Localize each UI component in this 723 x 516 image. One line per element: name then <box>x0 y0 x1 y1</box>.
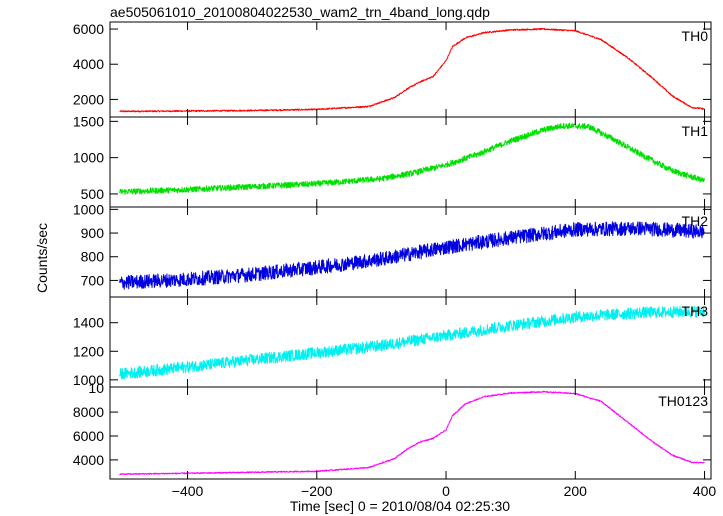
y-tick-label: 1500 <box>73 113 104 129</box>
band-label-th2: TH2 <box>682 213 709 229</box>
x-tick-label: −400 <box>172 483 204 499</box>
y-tick-label: 8000 <box>73 404 104 420</box>
x-tick-label: 0 <box>442 483 450 499</box>
panel-th1: 500 1000 1500 TH1 <box>73 113 712 208</box>
y-tick-label: 10 <box>88 380 104 396</box>
y-tick-label: 700 <box>81 272 105 288</box>
y-tick-label: 1400 <box>73 315 104 331</box>
panel-frame <box>109 116 712 208</box>
y-tick-label: 1000 <box>73 201 104 217</box>
panel-frame <box>109 386 712 480</box>
panel-th3: 1000 1200 1400 TH3 <box>73 296 712 388</box>
y-tick-label: 4000 <box>73 452 104 468</box>
y-tick-label: 800 <box>81 249 105 265</box>
y-tick-label: 2000 <box>73 91 104 107</box>
x-axis: −400 −200 0 200 400 <box>172 483 717 499</box>
x-tick-label: 400 <box>693 483 717 499</box>
panel-th0: 2000 4000 6000 TH0 <box>73 21 712 118</box>
x-axis-label: Time [sec] 0 = 2010/08/04 02:25:30 <box>290 498 510 514</box>
panel-th0123: 4000 6000 8000 10 TH0123 <box>73 380 712 480</box>
y-tick-label: 1000 <box>73 372 104 388</box>
band-label-th0123: TH0123 <box>658 393 708 409</box>
x-tick-label: −200 <box>301 483 333 499</box>
x-tick-label: 200 <box>564 483 588 499</box>
band-label-th3: TH3 <box>682 303 709 319</box>
series-line-th1 <box>119 122 705 195</box>
series-line-th2 <box>119 221 705 290</box>
panel-frame <box>109 21 712 118</box>
chart-title: ae505061010_20100804022530_wam2_trn_4ban… <box>110 4 490 20</box>
y-tick-label: 900 <box>81 225 105 241</box>
y-tick-label: 6000 <box>73 21 104 37</box>
y-tick-label: 4000 <box>73 56 104 72</box>
series-line-th3 <box>119 305 705 380</box>
panel-th2: 700 800 900 1000 TH2 <box>73 201 712 298</box>
y-tick-label: 1000 <box>73 150 104 166</box>
series-line-th0123 <box>119 390 705 476</box>
y-tick-label: 6000 <box>73 428 104 444</box>
y-axis-label: Counts/sec <box>34 223 50 293</box>
band-label-th0: TH0 <box>682 28 709 44</box>
y-tick-label: 500 <box>81 186 105 202</box>
series-line-th0 <box>119 27 705 113</box>
y-tick-label: 1200 <box>73 343 104 359</box>
band-label-th1: TH1 <box>682 123 709 139</box>
